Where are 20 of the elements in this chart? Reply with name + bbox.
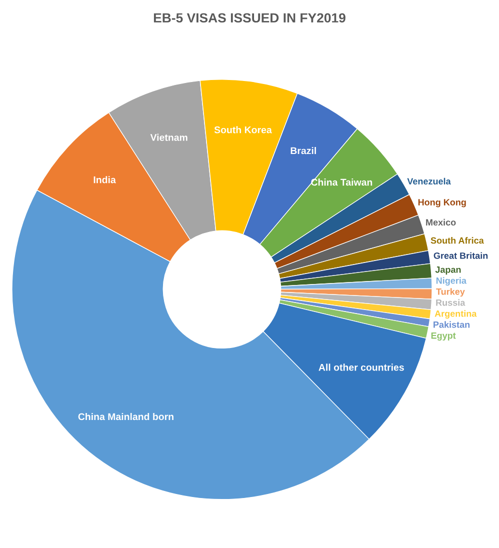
slice-label: China Mainland born <box>78 412 174 420</box>
slice-label: Turkey <box>436 288 465 297</box>
slice-label: Great Britain <box>434 252 488 259</box>
slice-label: Pakistan <box>434 321 470 328</box>
slice-label: South Korea <box>214 126 272 134</box>
slice-label: Vietnam <box>150 134 188 141</box>
slice-label: China Taiwan <box>311 178 372 186</box>
slice-label: Brazil <box>290 147 316 154</box>
slice-label: India <box>94 176 116 184</box>
slice-label: Egypt <box>431 332 456 341</box>
slice-label: Russia <box>436 299 466 306</box>
slice-label: Argentina <box>434 310 477 319</box>
slice-label: Nigeria <box>436 277 467 286</box>
slice-label: Mexico <box>426 218 456 226</box>
slice-label: South Africa <box>430 237 484 244</box>
slice-label: Japan <box>435 266 461 275</box>
chart-title: EB-5 VISAS ISSUED IN FY2019 <box>154 13 346 23</box>
slice-label: Venezuela <box>407 178 451 184</box>
slice-label: All other countries <box>318 364 404 371</box>
slice-label: Hong Kong <box>418 199 466 208</box>
